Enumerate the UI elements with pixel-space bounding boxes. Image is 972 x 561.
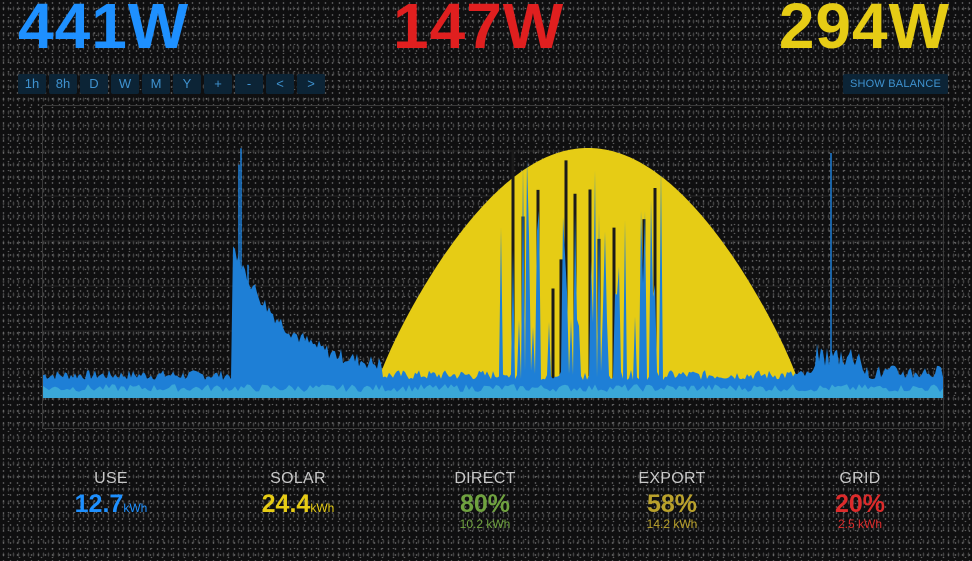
range-day-button[interactable]: D (80, 74, 108, 94)
solar-stat-label: SOLAR (270, 470, 326, 487)
grid-stat-energy: 2.5 kWh (837, 517, 882, 531)
zoom-out-button[interactable]: - (235, 74, 263, 94)
grid-stat-label: GRID (839, 470, 881, 487)
direct-stat-energy: 10.2 kWh (459, 517, 511, 531)
range-8h-button[interactable]: 8h (49, 74, 77, 94)
zoom-in-button[interactable]: + (204, 74, 232, 94)
use-power-readout: 441W (18, 0, 190, 62)
use-area (43, 158, 943, 398)
use-stat-value: 12.7kWh (74, 490, 148, 518)
export-stat-label: EXPORT (638, 470, 706, 487)
export-power-readout: 147W (393, 0, 565, 62)
power-chart[interactable] (42, 105, 944, 429)
grid-stat-value: 20% (834, 490, 886, 518)
direct-stat-value: 80% (459, 490, 511, 518)
show-balance-button[interactable]: SHOW BALANCE (842, 74, 948, 94)
power-chart-svg (43, 148, 943, 398)
direct-stat-label: DIRECT (454, 470, 516, 487)
base-use-area (43, 384, 943, 398)
direct-stat: DIRECT 80% 10.2 kWh (410, 470, 560, 531)
range-1h-button[interactable]: 1h (18, 74, 46, 94)
solar-stat-value: 24.4kWh (261, 490, 335, 518)
range-week-button[interactable]: W (111, 74, 139, 94)
solar-power-readout: 294W (778, 0, 950, 62)
export-stat-value: 58% (646, 490, 698, 518)
export-stat: EXPORT 58% 14.2 kWh (597, 470, 747, 531)
pan-left-button[interactable]: < (266, 74, 294, 94)
pan-right-button[interactable]: > (297, 74, 325, 94)
range-month-button[interactable]: M (142, 74, 170, 94)
use-stat: USE 12.7kWh (36, 470, 186, 519)
solar-stat: SOLAR 24.4kWh (223, 470, 373, 519)
grid-stat: GRID 20% 2.5 kWh (785, 470, 935, 531)
export-stat-energy: 14.2 kWh (646, 517, 698, 531)
solar-area (43, 148, 943, 398)
time-range-toolbar: 1h 8h D W M Y + - < > (18, 74, 325, 94)
use-stat-label: USE (94, 470, 128, 487)
range-year-button[interactable]: Y (173, 74, 201, 94)
